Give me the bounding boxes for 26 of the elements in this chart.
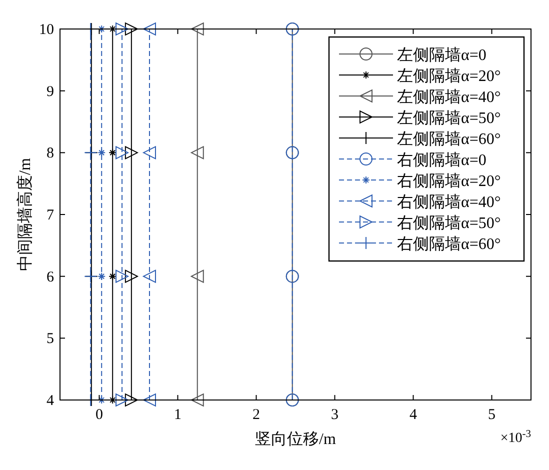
legend-label: 右侧隔墙α=50° (397, 214, 501, 232)
legend-label: 左侧隔墙α=50° (397, 109, 501, 127)
x-tick-label: 4 (410, 407, 418, 423)
legend-label: 右侧隔墙α=60° (397, 235, 501, 253)
text: ×10$^{-3}$ (500, 428, 531, 446)
y-tick-label: 7 (46, 208, 54, 224)
legend-label: 左侧隔墙α=60° (397, 130, 501, 148)
x-tick-label: 0 (96, 407, 103, 423)
legend-label: 左侧隔墙α=20° (397, 67, 501, 85)
x-tick-label: 2 (252, 407, 260, 423)
y-tick-label: 4 (46, 393, 54, 409)
legend-label: 左侧隔墙α=40° (397, 88, 501, 106)
legend-label: 右侧隔墙α=20° (397, 172, 501, 190)
y-tick-label: 10 (39, 22, 54, 38)
x-tick-label: 5 (488, 407, 496, 423)
y-tick-label: 6 (46, 269, 54, 286)
x-tick-label: 3 (331, 407, 338, 423)
y-tick-label: 5 (46, 331, 54, 348)
y-tick-label: 8 (46, 146, 54, 162)
legend-label: 右侧隔墙α=0 (397, 151, 486, 169)
legend-label: 右侧隔墙α=40° (397, 193, 501, 211)
x-tick-label: 1 (174, 407, 182, 423)
x-axis-title: 竖向位移/m (255, 431, 336, 448)
y-tick-label: 9 (46, 84, 54, 100)
y-axis-title: 中间隔墙高度/m (16, 158, 34, 271)
legend-label: 左侧隔墙α=0 (397, 46, 486, 64)
